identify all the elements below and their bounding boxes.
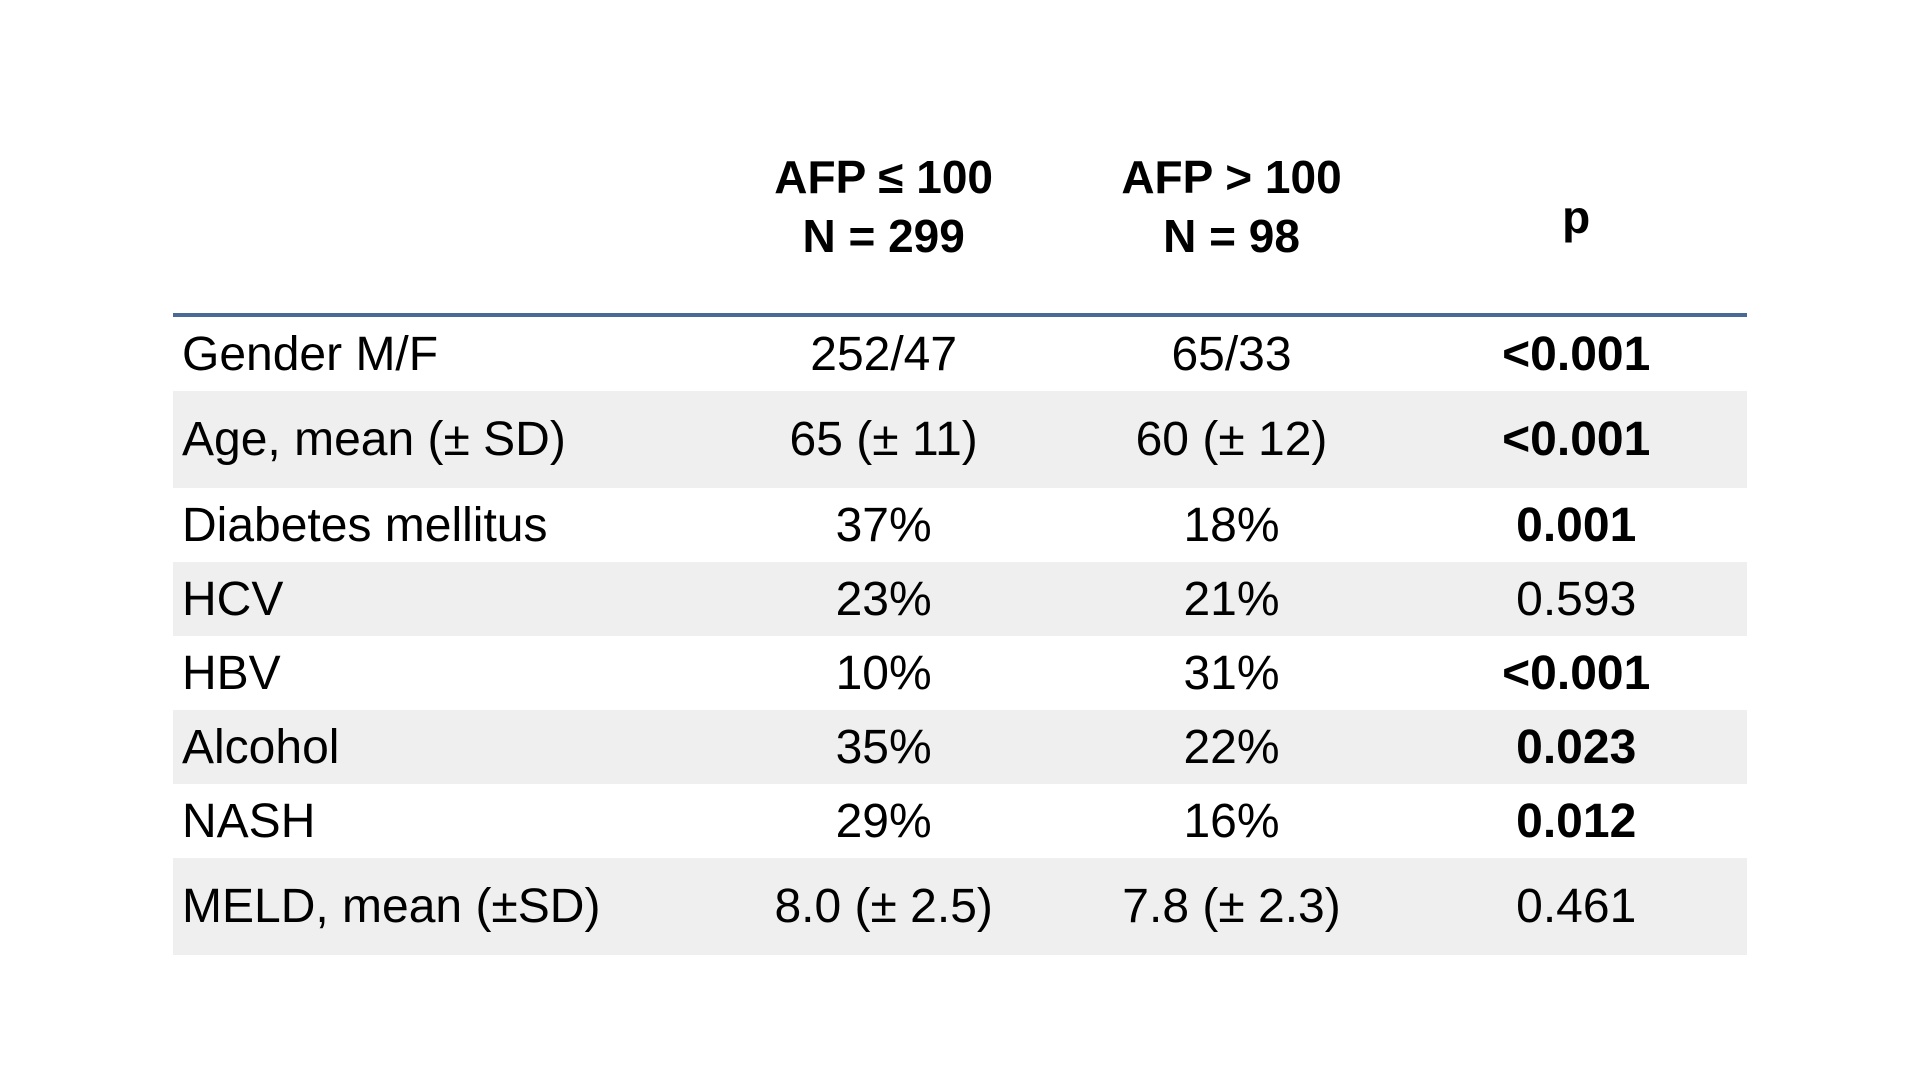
- table-body: Gender M/F 252/47 65/33 <0.001 Age, mean…: [173, 315, 1747, 955]
- cell-p: <0.001: [1502, 646, 1651, 700]
- column-header-afp-low: AFP ≤ 100 N = 299: [709, 100, 1058, 317]
- cell-afp-high: 7.8 (± 2.3): [1122, 880, 1341, 933]
- row-label: NASH: [182, 794, 316, 848]
- column-header-label: AFP ≤ 100: [774, 150, 994, 203]
- cell-afp-high: 16%: [1183, 794, 1280, 848]
- cell-p: 0.012: [1516, 794, 1637, 848]
- row-label: Age, mean (± SD): [182, 413, 566, 466]
- table-row: Alcohol 35% 22% 0.023: [173, 710, 1747, 784]
- cell-afp-low: 29%: [835, 794, 932, 848]
- cell-p: <0.001: [1502, 413, 1651, 466]
- column-header-p: p: [1405, 100, 1747, 317]
- cell-p: 0.023: [1516, 720, 1637, 774]
- row-label: Diabetes mellitus: [182, 498, 548, 552]
- cell-afp-low: 37%: [835, 498, 932, 552]
- table-row: Gender M/F 252/47 65/33 <0.001: [173, 315, 1747, 391]
- comparison-table-container: AFP ≤ 100 N = 299 AFP > 100 N = 98 p Gen…: [173, 100, 1747, 955]
- cell-afp-low: 35%: [835, 720, 932, 774]
- row-label: MELD, mean (±SD): [182, 880, 601, 933]
- cell-afp-low: 23%: [835, 572, 932, 626]
- table-row: HBV 10% 31% <0.001: [173, 636, 1747, 710]
- cell-p: 0.593: [1516, 572, 1637, 626]
- cell-p: <0.001: [1502, 327, 1651, 381]
- table-row: Age, mean (± SD) 65 (± 11) 60 (± 12) <0.…: [173, 391, 1747, 488]
- table-row: MELD, mean (±SD) 8.0 (± 2.5) 7.8 (± 2.3)…: [173, 858, 1747, 955]
- cell-p: 0.461: [1516, 880, 1637, 933]
- cell-p: 0.001: [1516, 498, 1637, 552]
- table-row: HCV 23% 21% 0.593: [173, 562, 1747, 636]
- row-label: Gender M/F: [182, 327, 439, 381]
- cell-afp-high: 65/33: [1171, 327, 1292, 381]
- header-row: AFP ≤ 100 N = 299 AFP > 100 N = 98 p: [173, 100, 1747, 317]
- cell-afp-low: 252/47: [810, 327, 958, 381]
- column-header-afp-high: AFP > 100 N = 98: [1057, 100, 1406, 317]
- table-row: Diabetes mellitus 37% 18% 0.001: [173, 488, 1747, 562]
- cell-afp-high: 18%: [1183, 498, 1280, 552]
- table-row: NASH 29% 16% 0.012: [173, 784, 1747, 858]
- column-header-label: p: [1562, 191, 1591, 244]
- cell-afp-high: 60 (± 12): [1135, 413, 1328, 466]
- cell-afp-high: 21%: [1183, 572, 1280, 626]
- column-header-empty: [173, 100, 710, 317]
- column-header-sublabel: N = 98: [1163, 209, 1300, 262]
- cell-afp-low: 8.0 (± 2.5): [774, 880, 993, 933]
- table-header: AFP ≤ 100 N = 299 AFP > 100 N = 98 p: [173, 100, 1747, 317]
- row-label: HBV: [182, 646, 281, 700]
- cell-afp-low: 10%: [835, 646, 932, 700]
- cell-afp-low: 65 (± 11): [789, 413, 978, 466]
- row-label: Alcohol: [182, 720, 340, 774]
- afp-comparison-table: AFP ≤ 100 N = 299 AFP > 100 N = 98 p Gen…: [173, 100, 1747, 955]
- column-header-label: AFP > 100: [1121, 150, 1342, 203]
- cell-afp-high: 31%: [1183, 646, 1280, 700]
- column-header-sublabel: N = 299: [802, 209, 965, 262]
- cell-afp-high: 22%: [1183, 720, 1280, 774]
- row-label: HCV: [182, 572, 284, 626]
